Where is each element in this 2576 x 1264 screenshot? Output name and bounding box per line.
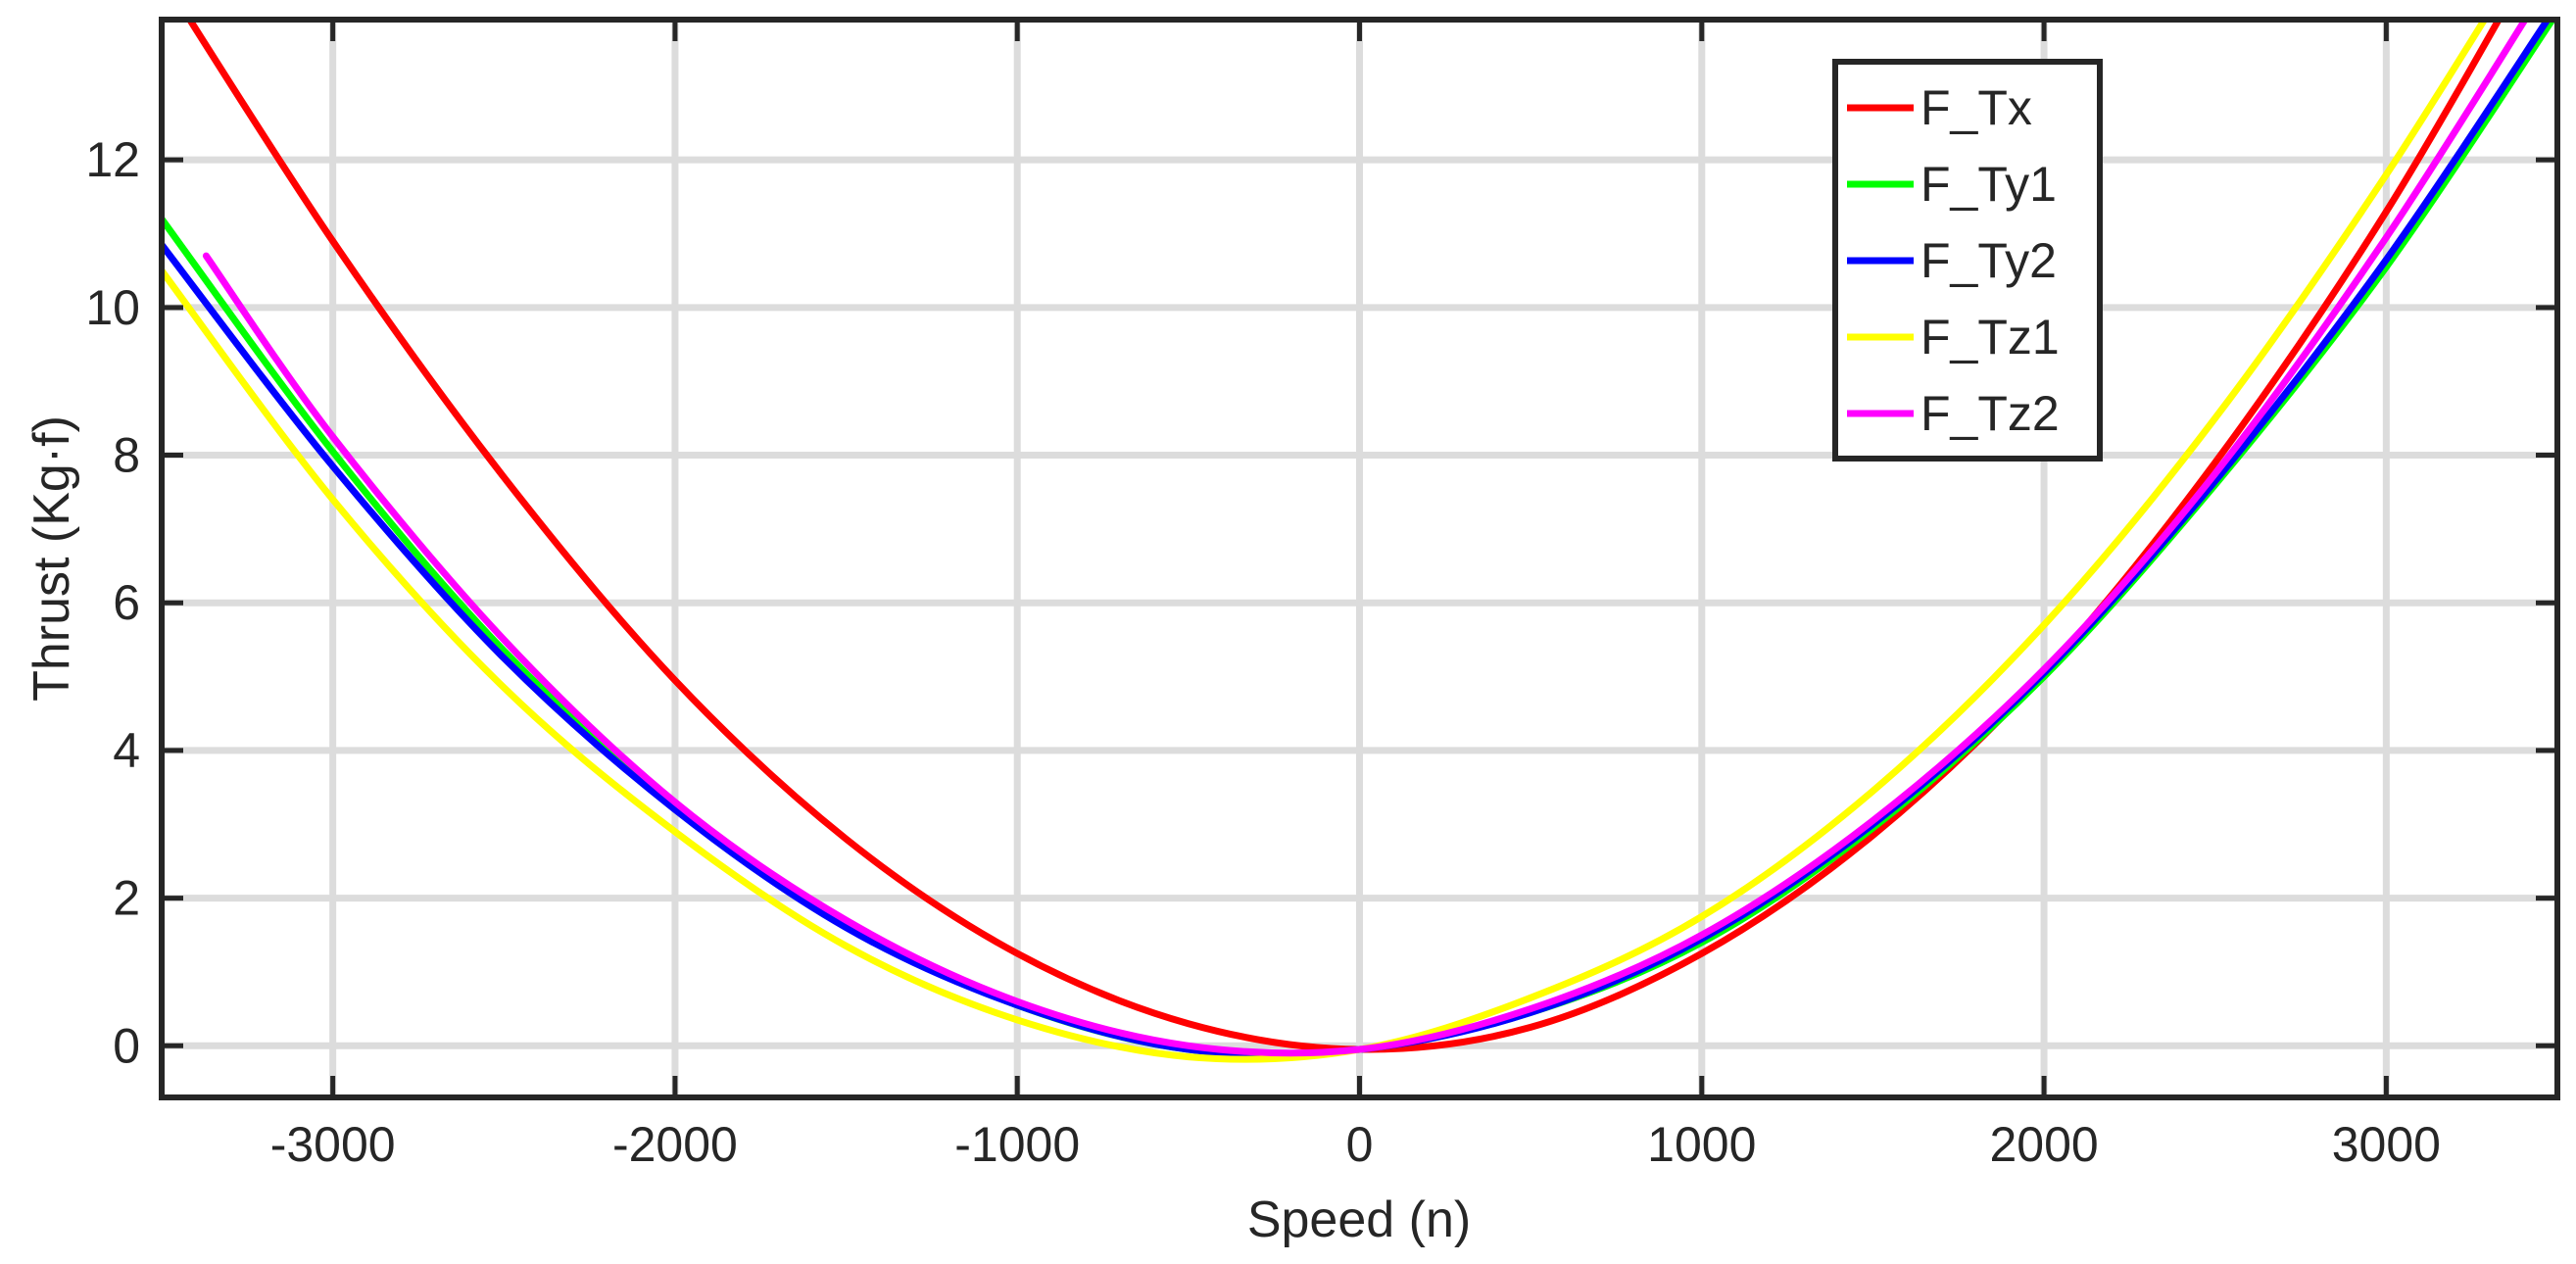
y-tick-label: 4	[113, 723, 140, 778]
x-axis-label: Speed (n)	[1247, 1191, 1471, 1248]
series-line-f-tz2	[202, 20, 2530, 1057]
y-tick-label: 10	[85, 280, 140, 335]
legend-label: F_Tx	[1920, 80, 2032, 135]
y-tick-label: 6	[113, 575, 140, 630]
x-tick-labels: -3000 -2000 -1000 0 1000 2000 3000	[270, 1117, 2441, 1172]
y-axis-label: Thrust (Kg·f)	[24, 415, 80, 702]
x-tick-label: 2000	[1989, 1117, 2098, 1172]
legend-label: F_Ty2	[1920, 233, 2057, 288]
y-tick-label: 8	[113, 428, 140, 483]
y-tick-label: 12	[85, 132, 140, 187]
legend-label: F_Tz1	[1920, 310, 2060, 365]
legend-label: F_Tz2	[1920, 386, 2060, 441]
series-lines	[162, 20, 2557, 1063]
x-tick-label: -2000	[612, 1117, 738, 1172]
y-tick-label: 2	[113, 871, 140, 926]
legend-label: F_Ty1	[1920, 157, 2057, 212]
grid	[162, 20, 2557, 1097]
y-tick-labels: 0 2 4 6 8 10 12	[85, 132, 140, 1073]
x-tick-label: -1000	[954, 1117, 1080, 1172]
x-tick-label: 0	[1346, 1117, 1374, 1172]
x-tick-label: 1000	[1647, 1117, 1756, 1172]
y-tick-label: 0	[113, 1018, 140, 1073]
ticks	[162, 20, 2557, 1097]
legend: F_Tx F_Ty1 F_Ty2 F_Tz1 F_Tz2	[1832, 59, 2103, 462]
x-tick-label: 3000	[2332, 1117, 2441, 1172]
x-tick-label: -3000	[270, 1117, 396, 1172]
